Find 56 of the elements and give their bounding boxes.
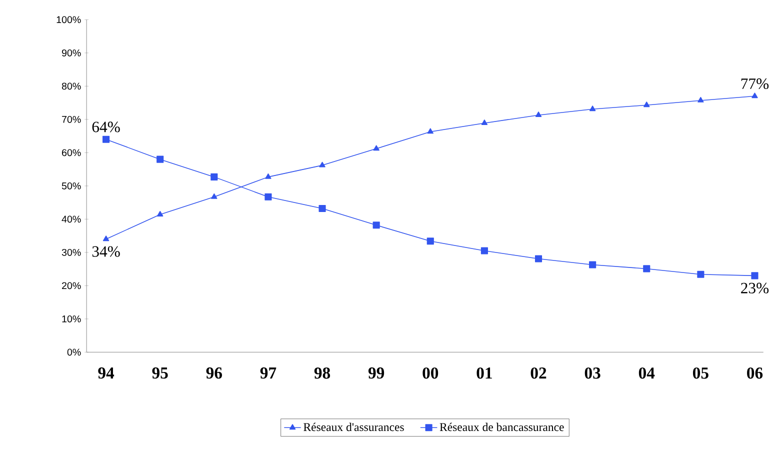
y-tick-label: 100%: [56, 16, 81, 24]
point: [265, 174, 272, 180]
legend-label: Réseaux d'assurances: [304, 423, 404, 432]
point: [643, 265, 650, 272]
y-tick-label: 80%: [62, 82, 81, 90]
y-tick-label: 60%: [62, 149, 81, 156]
y-tick-label: 10%: [62, 316, 81, 323]
x-tick-label: 97: [260, 368, 276, 379]
point: [373, 145, 380, 151]
point: [264, 194, 272, 201]
x-tick-label: 01: [476, 368, 492, 379]
y-tick-label: 30%: [62, 249, 81, 256]
point: [318, 205, 326, 212]
y-tick-label: 70%: [62, 116, 81, 124]
point: [319, 162, 326, 168]
x-tick-label: 95: [152, 368, 168, 379]
point: [211, 194, 218, 200]
point: [156, 211, 164, 217]
point: [752, 92, 758, 98]
point: [102, 236, 110, 242]
data-label: 23%: [741, 283, 769, 294]
x-tick-label: 03: [584, 368, 600, 379]
point: [481, 120, 488, 126]
point: [210, 174, 218, 181]
x-tick-label: 02: [530, 368, 546, 379]
data-label: 64%: [92, 122, 120, 132]
point: [156, 156, 164, 164]
point: [751, 272, 758, 280]
y-tick-label: 40%: [62, 216, 81, 223]
y-tick-label: 0%: [67, 348, 81, 356]
x-tick-label: 00: [422, 368, 438, 379]
x-tick-label: 94: [98, 368, 114, 379]
x-tick-label: 06: [747, 368, 763, 379]
x-tick-label: 99: [368, 368, 384, 379]
y-tick-label: 50%: [62, 182, 81, 190]
y-tick-label: 20%: [62, 282, 81, 290]
point: [427, 128, 434, 134]
data-label: 77%: [741, 78, 769, 90]
data-label: 34%: [92, 246, 120, 258]
x-tick-label: 05: [692, 368, 708, 379]
x-tick-label: 96: [206, 368, 222, 379]
point: [644, 102, 650, 108]
y-tick-label: 90%: [62, 50, 81, 57]
point: [589, 261, 596, 268]
point: [102, 136, 110, 144]
legend-label: Réseaux de bancassurance: [440, 423, 564, 432]
point: [697, 271, 704, 278]
point: [698, 97, 704, 103]
x-tick-label: 04: [638, 368, 655, 379]
point: [534, 255, 542, 262]
point: [589, 106, 596, 112]
point: [535, 112, 542, 118]
point: [426, 238, 434, 245]
x-tick-label: 98: [314, 368, 330, 379]
point: [372, 222, 380, 229]
point: [480, 247, 488, 255]
